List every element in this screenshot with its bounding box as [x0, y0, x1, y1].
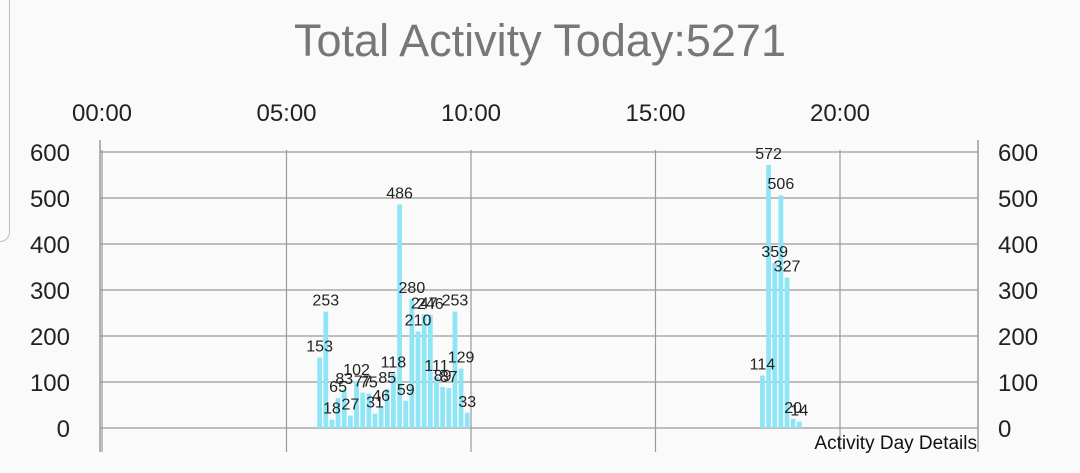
bar-value-label: 114 — [750, 357, 776, 374]
activity-bar — [440, 387, 445, 428]
activity-bar — [772, 262, 778, 428]
activity-bar — [354, 381, 359, 428]
y-axis-right-tick: 400 — [998, 232, 1038, 259]
bar-value-label: 111 — [424, 358, 448, 375]
y-axis-right-tick: 600 — [998, 140, 1038, 167]
activity-bar — [341, 389, 347, 428]
activity-bar — [317, 357, 322, 428]
bar-value-label: 327 — [774, 259, 801, 276]
bar-value-label: 253 — [442, 293, 469, 310]
y-axis-left-tick: 600 — [30, 140, 70, 167]
bar-value-label: 83 — [335, 371, 353, 388]
activity-bar — [446, 387, 452, 428]
bar-value-label: 153 — [306, 339, 333, 356]
activity-bar — [464, 412, 470, 428]
activity-bar — [796, 421, 802, 428]
activity-bar — [366, 393, 372, 428]
activity-bar — [790, 418, 796, 428]
bar-value-label: 87 — [440, 369, 458, 386]
activity-bar — [397, 204, 402, 428]
bar-value-label: 89 — [434, 368, 452, 385]
bar-value-label: 33 — [458, 394, 476, 411]
bar-value-label: 129 — [448, 350, 475, 367]
activity-bar — [348, 415, 353, 428]
activity-bar — [778, 195, 784, 428]
bar-value-label: 31 — [366, 395, 384, 412]
bar-value-label: 27 — [341, 397, 359, 414]
bar-value-label: 20 — [784, 400, 802, 417]
bar-value-label: 14 — [790, 403, 808, 420]
bar-value-label: 506 — [768, 176, 795, 193]
bar-value-label: 280 — [399, 280, 426, 297]
y-axis-left-tick: 400 — [30, 232, 70, 259]
y-axis-right-tick: 100 — [998, 370, 1038, 397]
bar-value-label: 118 — [381, 355, 407, 372]
x-axis-tick: 15:00 — [625, 100, 685, 127]
activity-bar — [421, 314, 427, 428]
activity-bar — [323, 311, 329, 428]
bar-value-label: 59 — [397, 382, 415, 399]
bar-value-label: 486 — [386, 185, 413, 202]
activity-bar — [335, 398, 341, 428]
activity-bar — [372, 413, 378, 428]
bar-value-label: 253 — [312, 293, 339, 310]
activity-bar — [384, 388, 390, 428]
bar-value-label: 246 — [417, 296, 444, 313]
activity-bar — [360, 392, 366, 428]
bar-value-label: 46 — [372, 388, 390, 405]
y-axis-right-tick: 300 — [998, 278, 1038, 305]
x-axis-tick: 05:00 — [256, 100, 316, 127]
activity-bar — [409, 299, 415, 428]
activity-bar — [378, 406, 384, 428]
y-axis-left-tick: 500 — [30, 186, 70, 213]
bar-value-label: 247 — [411, 295, 438, 312]
y-axis-left-tick: 200 — [30, 324, 70, 351]
activity-bar — [427, 314, 433, 428]
y-axis-left-tick: 0 — [57, 416, 70, 443]
chart-description: Activity Day Details — [814, 433, 977, 454]
y-axis-right-tick: 200 — [998, 324, 1038, 351]
activity-bar — [760, 375, 765, 428]
activity-bar — [391, 373, 396, 428]
bar-value-label: 65 — [329, 379, 347, 396]
bar-value-label: 572 — [755, 146, 782, 163]
x-axis-tick: 00:00 — [72, 100, 132, 127]
y-axis-right-tick: 500 — [998, 186, 1038, 213]
x-axis-tick: 20:00 — [810, 100, 870, 127]
bar-value-label: 77 — [354, 374, 372, 391]
activity-bar — [403, 400, 409, 428]
chart-title: Total Activity Today:5271 — [294, 15, 786, 66]
bar-value-label: 75 — [360, 375, 378, 392]
bar-value-label: 85 — [378, 370, 396, 387]
activity-bar — [329, 419, 335, 428]
activity-bar — [415, 331, 421, 428]
x-axis-tick: 10:00 — [441, 100, 501, 127]
y-axis-right-tick: 0 — [998, 416, 1011, 443]
activity-bar — [452, 311, 458, 428]
bar-value-label: 210 — [405, 312, 432, 329]
bar-value-label: 18 — [323, 401, 341, 418]
bar-value-label: 359 — [761, 244, 788, 261]
y-axis-left-tick: 300 — [30, 278, 70, 305]
activity-bar — [784, 277, 790, 428]
bar-value-label: 102 — [343, 362, 370, 379]
y-axis-left-tick: 100 — [30, 370, 70, 397]
activity-bar — [458, 368, 464, 428]
activity-bar — [434, 376, 439, 428]
activity-bar — [766, 164, 771, 428]
